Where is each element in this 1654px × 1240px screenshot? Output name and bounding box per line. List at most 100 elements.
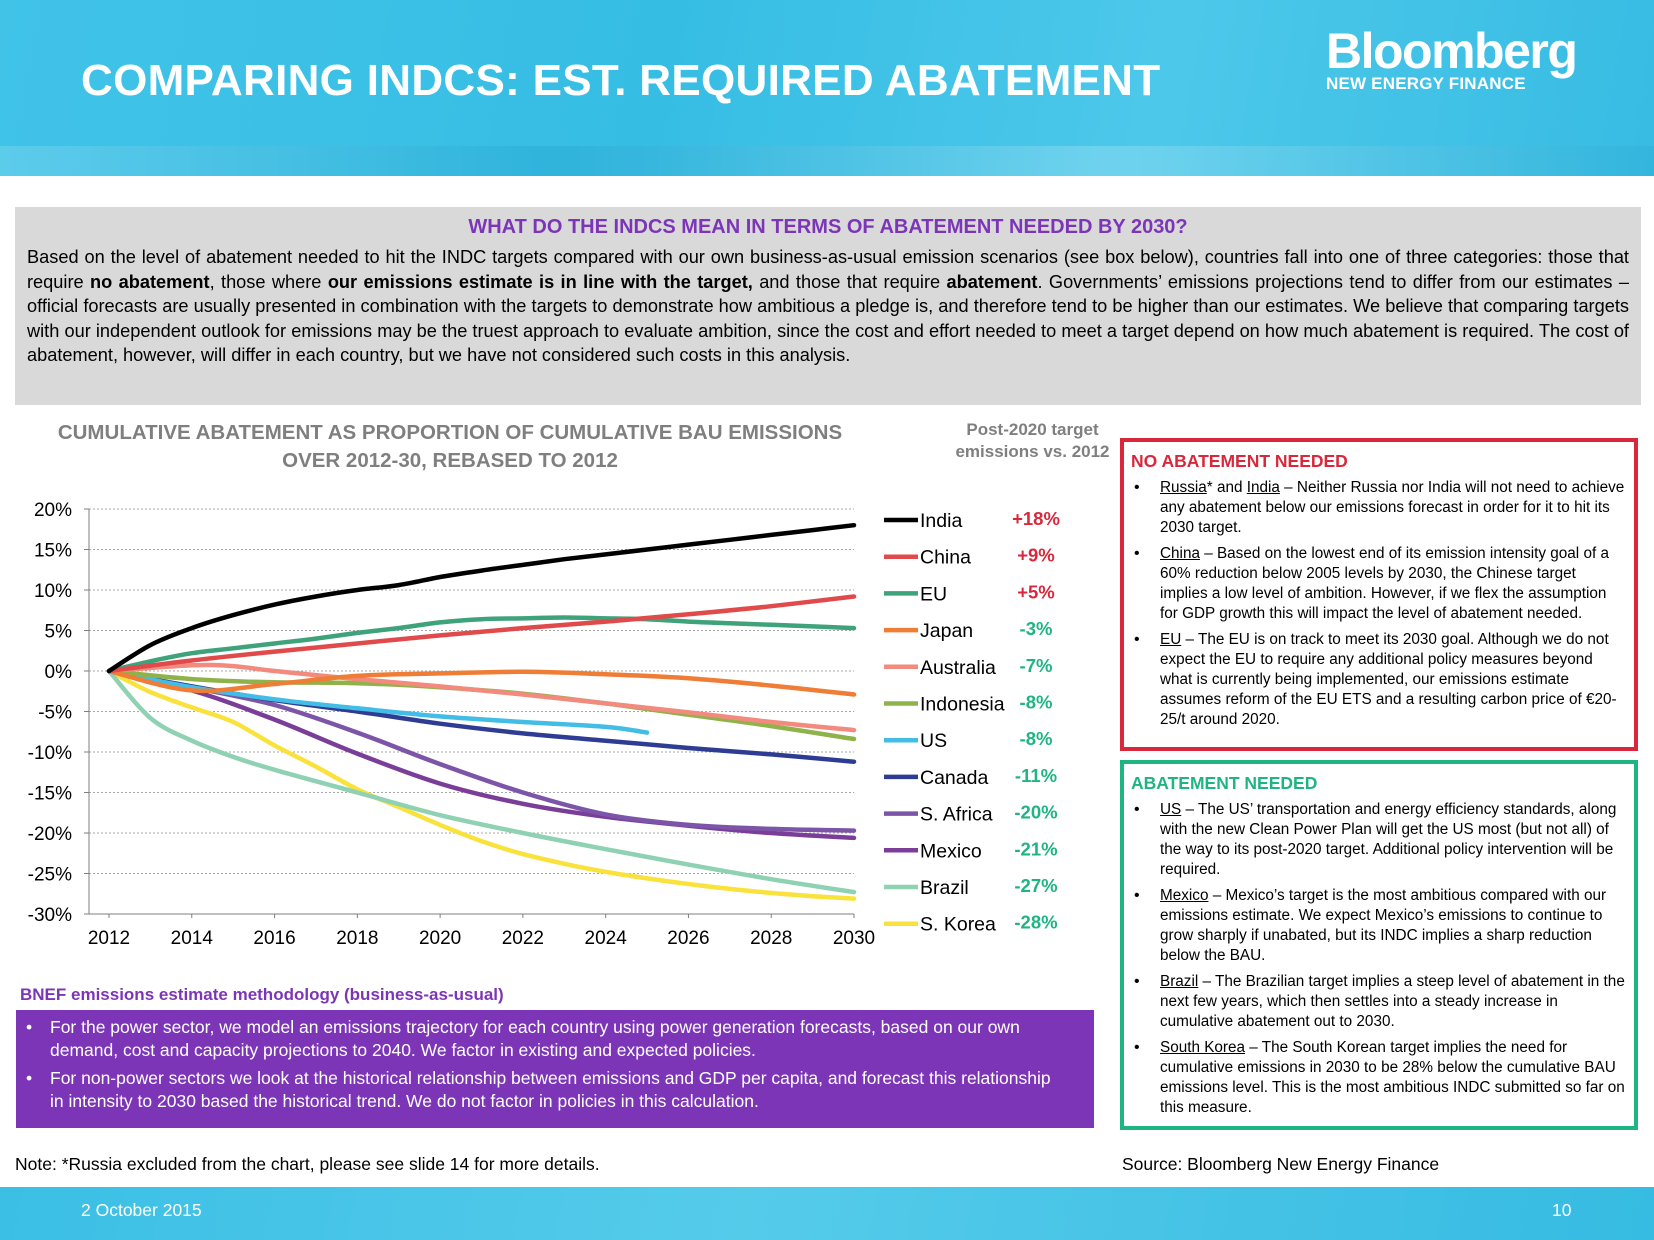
x-tick-label: 2030: [833, 928, 875, 949]
item-connector: * and: [1206, 479, 1247, 496]
footer-bar: [0, 1187, 1654, 1240]
legend-label-s-africa: S. Africa: [920, 804, 993, 826]
intro-bold-in-line: our emissions estimate is in line with t…: [327, 271, 753, 292]
item-text: – The EU is on track to meet its 2030 go…: [1160, 631, 1617, 728]
intro-text-part: and those that require: [752, 271, 947, 292]
y-tick-label: -30%: [28, 905, 72, 926]
intro-bold-abatement: abatement: [946, 271, 1038, 292]
series-line-india: [106, 522, 857, 674]
x-tick-label: 2026: [667, 928, 709, 949]
item-text: – The South Korean target implies the ne…: [1160, 1039, 1625, 1116]
target-value-indonesia: -8%: [1020, 692, 1053, 713]
abatement-item-us: US – The US’ transportation and energy e…: [1124, 800, 1634, 880]
x-tick-label: 2012: [88, 928, 130, 949]
target-value-india: +18%: [1012, 508, 1060, 529]
y-tick-label: -10%: [28, 743, 72, 764]
no-abatement-title: NO ABATEMENT NEEDED: [1131, 451, 1348, 471]
country-name: Mexico: [1160, 887, 1209, 904]
intro-title: WHAT DO THE INDCS MEAN IN TERMS OF ABATE…: [468, 216, 1188, 238]
y-tick-label: -25%: [28, 865, 72, 886]
legend-label-india: India: [920, 510, 962, 532]
no-abatement-item-china: China – Based on the lowest end of its e…: [1124, 544, 1634, 624]
target-value-eu: +5%: [1017, 581, 1055, 602]
item-text: – The Brazilian target implies a steep l…: [1160, 973, 1625, 1030]
footnote: Note: *Russia excluded from the chart, p…: [15, 1154, 600, 1174]
legend-label-australia: Australia: [920, 657, 996, 679]
abatement-line-chart: 20% 15% 10% 5% 0% -5% -10% -15% -20% -25% -30% 2012…: [28, 500, 1060, 949]
bloomberg-logo: Bloomberg NEW ENERGY FINANCE: [1326, 23, 1578, 94]
target-value-china: +9%: [1017, 545, 1055, 566]
methodology-bullet: For the power sector, we model an emissi…: [26, 1016, 1066, 1061]
abatement-needed-title: ABATEMENT NEEDED: [1131, 773, 1318, 793]
legend-label-s-korea: S. Korea: [920, 914, 996, 936]
logo-subtitle: NEW ENERGY FINANCE: [1326, 74, 1526, 93]
target-value-japan: -3%: [1020, 618, 1053, 639]
no-abatement-item-russia-india: Russia* and India – Neither Russia nor I…: [1124, 478, 1634, 538]
item-text: – The US’ transportation and energy effi…: [1160, 801, 1617, 878]
x-tick-label: 2014: [171, 928, 214, 949]
y-tick-label: -5%: [38, 703, 72, 724]
series-line-brazil: [106, 668, 857, 895]
country-name: China: [1160, 545, 1200, 562]
header-banner: [0, 0, 1654, 176]
chart-title: CUMULATIVE ABATEMENT AS PROPORTION OF CU…: [57, 421, 843, 472]
x-tick-label: 2018: [336, 928, 378, 949]
logo-wordmark: Bloomberg: [1326, 23, 1578, 79]
country-name: Russia: [1160, 479, 1207, 496]
intro-box: WHAT DO THE INDCS MEAN IN TERMS OF ABATE…: [15, 207, 1641, 405]
target-value-canada: -11%: [1015, 765, 1057, 786]
abatement-item-mexico: Mexico – Mexico’s target is the most amb…: [1124, 886, 1634, 966]
series-line-s-korea: [106, 668, 857, 901]
target-value-australia: -7%: [1020, 655, 1053, 676]
intro-text-part: Based on the level of abatement needed t…: [27, 247, 1629, 292]
item-text: – Based on the lowest end of its emissio…: [1160, 545, 1609, 622]
x-tick-label: 2016: [253, 928, 295, 949]
series-line-australia: [106, 662, 857, 733]
x-tick-label: 2022: [502, 928, 544, 949]
legend-label-japan: Japan: [920, 620, 973, 642]
intro-bold-no-abatement: no abatement: [90, 271, 210, 292]
methodology-title: BNEF emissions estimate methodology (bus…: [20, 985, 504, 1004]
series-line-us: [106, 668, 650, 735]
y-tick-label: 10%: [34, 581, 72, 602]
legend-label-eu: EU: [920, 583, 947, 605]
footer-date: 2 October 2015: [81, 1200, 202, 1220]
country-name: Brazil: [1160, 973, 1199, 990]
y-tick-label: 20%: [34, 500, 72, 521]
abatement-item-brazil: Brazil – The Brazilian target implies a …: [1124, 972, 1634, 1032]
country-name: South Korea: [1160, 1039, 1246, 1056]
target-column-title: Post-2020 target emissions vs. 2012: [955, 420, 1110, 461]
legend-label-us: US: [920, 730, 947, 752]
y-tick-label: -20%: [28, 824, 72, 845]
methodology-bullet: For non-power sectors we look at the his…: [26, 1067, 1066, 1112]
abatement-item-south-korea: South Korea – The South Korean target im…: [1124, 1038, 1634, 1118]
y-tick-label: 0%: [45, 662, 73, 683]
target-value-s-korea: -28%: [1014, 912, 1057, 933]
target-value-s-africa: -20%: [1014, 802, 1057, 823]
country-name: EU: [1160, 631, 1182, 648]
country-name: US: [1160, 801, 1182, 818]
target-value-brazil: -27%: [1014, 875, 1057, 896]
intro-text-part: . Governments’ emissions projections ten…: [27, 271, 1629, 366]
source-note: Source: Bloomberg New Energy Finance: [1122, 1154, 1440, 1174]
no-abatement-item-eu: EU – The EU is on track to meet its 2030…: [1124, 630, 1634, 730]
legend-label-brazil: Brazil: [920, 877, 969, 899]
y-tick-label: 15%: [34, 541, 72, 562]
x-tick-label: 2024: [585, 928, 628, 949]
item-text: – Neither Russia nor India will not need…: [1160, 479, 1625, 536]
page-number: 10: [1552, 1200, 1572, 1220]
methodology-box: For the power sector, we model an emissi…: [16, 1010, 1094, 1128]
legend-label-indonesia: Indonesia: [920, 694, 1005, 716]
series-line-eu: [106, 615, 857, 674]
y-tick-label: -15%: [28, 784, 72, 805]
x-tick-label: 2020: [419, 928, 461, 949]
slide-title: COMPARING INDCS: EST. REQUIRED ABATEMENT: [81, 56, 1161, 105]
legend-label-canada: Canada: [920, 767, 988, 789]
intro-text-part: , those where: [209, 271, 328, 292]
intro-text: Based on the level of abatement needed t…: [27, 245, 1629, 368]
item-text: – Mexico’s target is the most ambitious …: [1160, 887, 1607, 964]
series-line-japan: [106, 668, 857, 697]
y-tick-label: 5%: [45, 622, 73, 643]
no-abatement-box: NO ABATEMENT NEEDED Russia* and India – …: [1120, 438, 1638, 751]
series-line-china: [106, 594, 857, 674]
